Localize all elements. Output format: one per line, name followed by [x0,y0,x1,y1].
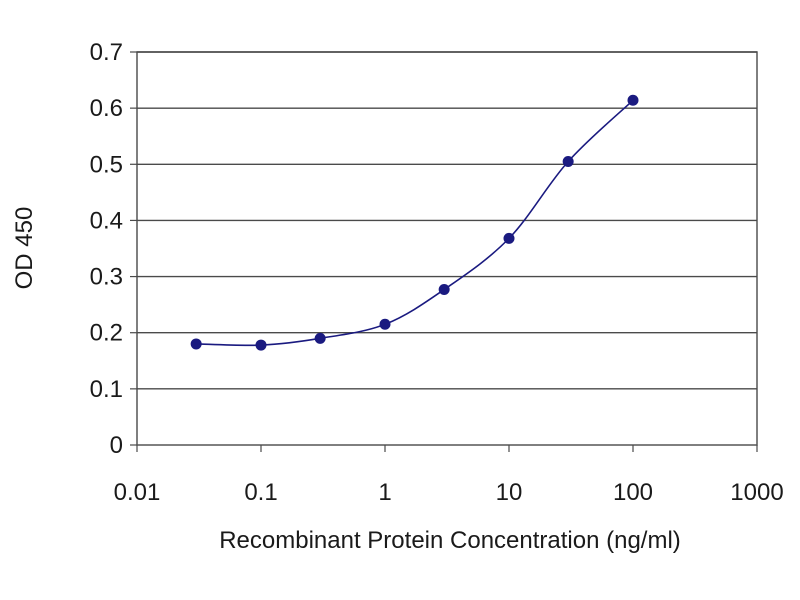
y-tick-label: 0.7 [90,39,123,66]
y-tick-label: 0.6 [90,95,123,122]
data-point [438,283,450,295]
y-tick-label: 0 [110,432,123,459]
data-point [255,339,267,351]
x-axis-title: Recombinant Protein Concentration (ng/ml… [219,527,681,554]
y-tick-label: 0.2 [90,320,123,347]
data-point [627,94,639,106]
y-tick-label: 0.5 [90,151,123,178]
x-axis-ticks: 0.01 0.1 1 10 100 1000 [114,445,784,506]
data-point [503,232,515,244]
x-tick-label: 1000 [730,479,783,506]
data-point [314,332,326,344]
data-points [190,94,639,351]
data-point [562,155,574,167]
data-point [190,338,202,350]
gridlines [137,51,757,390]
plot-area [136,51,758,446]
y-axis-ticks: 0 0.1 0.2 0.3 0.4 0.5 0.6 0.7 [90,39,137,459]
x-tick-label: 0.01 [114,479,161,506]
y-tick-label: 0.3 [90,264,123,291]
x-tick-label: 10 [496,479,523,506]
y-tick-label: 0.1 [90,376,123,403]
x-tick-label: 0.1 [244,479,277,506]
data-point [379,318,391,330]
x-tick-label: 1 [378,479,391,506]
y-axis-title: OD 450 [11,207,38,290]
y-tick-label: 0.4 [90,207,123,234]
x-tick-label: 100 [613,479,653,506]
